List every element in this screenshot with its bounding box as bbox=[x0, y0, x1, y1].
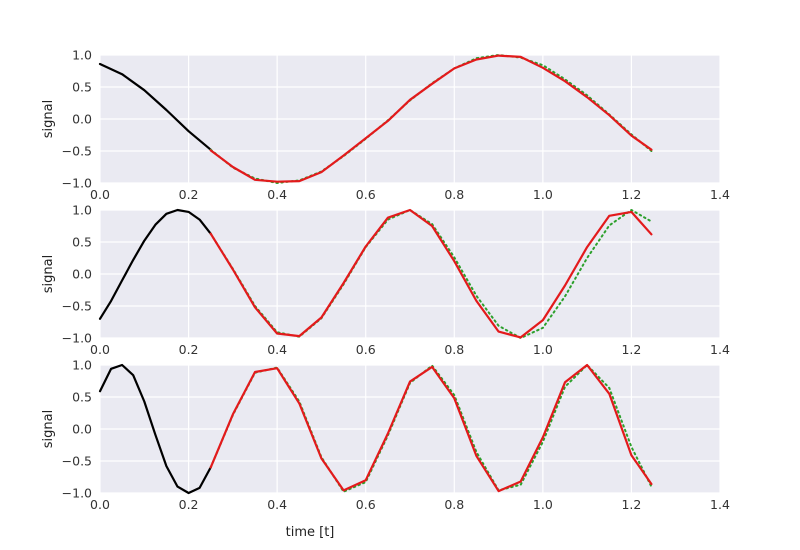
x-tick-label: 0.2 bbox=[179, 342, 199, 357]
x-tick-label: 1.0 bbox=[533, 342, 553, 357]
x-tick-label: 0.0 bbox=[90, 342, 110, 357]
x-tick-label: 0.6 bbox=[356, 342, 376, 357]
x-tick-label: 1.4 bbox=[710, 342, 730, 357]
y-tick-label: −1.0 bbox=[62, 176, 92, 191]
x-tick-label: 1.2 bbox=[621, 187, 641, 202]
y-tick-label: −1.0 bbox=[62, 486, 92, 501]
x-tick-label: 0.2 bbox=[179, 187, 199, 202]
x-tick-label: 1.0 bbox=[533, 497, 553, 512]
x-tick-label: 0.8 bbox=[444, 342, 464, 357]
y-tick-label: 1.0 bbox=[72, 358, 92, 373]
x-tick-label: 1.4 bbox=[710, 187, 730, 202]
x-tick-label: 0.4 bbox=[267, 342, 287, 357]
x-tick-label: 0.6 bbox=[356, 497, 376, 512]
subplot-1: 0.0 0.2 0.4 0.6 0.8 1.0 1.2 1.4 1.0 0.5 0.0 −0.5 −1.… bbox=[41, 48, 730, 203]
y-axis-label: signal bbox=[41, 100, 56, 138]
x-tick-label: 0.4 bbox=[267, 497, 287, 512]
series-line-1 bbox=[98, 208, 212, 320]
x-tick-label: 0.4 bbox=[267, 187, 287, 202]
x-tick-label: 0.0 bbox=[90, 187, 110, 202]
x-tick-label: 1.2 bbox=[621, 342, 641, 357]
y-tick-label: 0.5 bbox=[72, 80, 92, 95]
y-tick-label: 0.5 bbox=[72, 390, 92, 405]
series-line-3 bbox=[209, 208, 653, 339]
x-tick-label: 1.0 bbox=[533, 187, 553, 202]
y-tick-label: −0.5 bbox=[62, 454, 92, 469]
x-tick-label: 0.8 bbox=[444, 497, 464, 512]
series-line-1 bbox=[98, 363, 212, 495]
y-tick-label: −1.0 bbox=[62, 331, 92, 346]
y-tick-label: 0.0 bbox=[72, 267, 92, 282]
y-tick-label: 0.0 bbox=[72, 112, 92, 127]
x-tick-label: 0.0 bbox=[90, 497, 110, 512]
y-tick-label: 1.0 bbox=[72, 48, 92, 63]
y-axis-label: signal bbox=[41, 410, 56, 448]
series-line-3 bbox=[209, 54, 653, 183]
series-line-3 bbox=[209, 363, 653, 493]
x-tick-label: 1.2 bbox=[621, 497, 641, 512]
y-axis-label: signal bbox=[41, 255, 56, 293]
x-tick-label: 0.6 bbox=[356, 187, 376, 202]
x-axis-label: time [t] bbox=[286, 525, 335, 540]
y-tick-label: 1.0 bbox=[72, 203, 92, 218]
series-line-2 bbox=[209, 54, 653, 184]
subplot-3: 0.0 0.2 0.4 0.6 0.8 1.0 1.2 1.4 1.0 0.5 0.0 −0.5 −1.… bbox=[41, 358, 730, 541]
y-tick-label: −0.5 bbox=[62, 299, 92, 314]
x-tick-label: 1.4 bbox=[710, 497, 730, 512]
x-tick-label: 0.2 bbox=[179, 497, 199, 512]
x-tick-label: 0.8 bbox=[444, 187, 464, 202]
subplot-2: 0.0 0.2 0.4 0.6 0.8 1.0 1.2 1.4 1.0 0.5 0.0 −0.5 −1.… bbox=[41, 203, 730, 358]
y-tick-label: 0.5 bbox=[72, 235, 92, 250]
y-tick-label: 0.0 bbox=[72, 422, 92, 437]
y-tick-label: −0.5 bbox=[62, 144, 92, 159]
series-line-1 bbox=[98, 62, 212, 151]
